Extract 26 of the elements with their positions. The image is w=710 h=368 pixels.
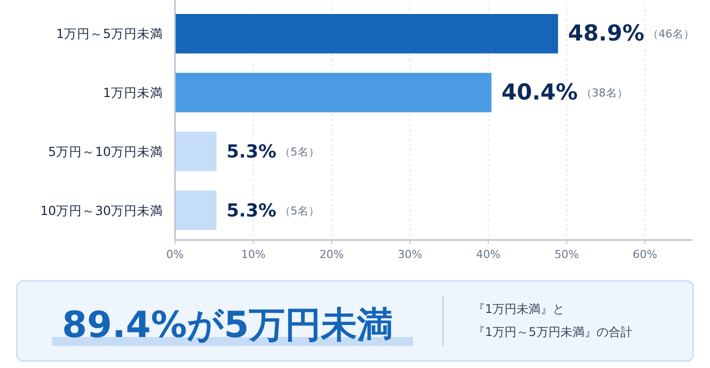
- x-tick-label: 0%: [166, 248, 184, 261]
- data-label: 40.4%: [501, 80, 578, 106]
- bar: [175, 132, 217, 172]
- x-tick-label: 60%: [632, 248, 658, 261]
- x-tick-label: 10%: [241, 248, 266, 261]
- data-label: 48.9%: [568, 21, 644, 46]
- bar: [175, 72, 492, 112]
- annotation: （5名）: [279, 144, 320, 158]
- x-tick-label: 50%: [554, 248, 579, 261]
- annotation: （46名）: [647, 27, 694, 40]
- data-label: 5.3%: [226, 200, 276, 221]
- y-tick-label: 10万円～30万円未満: [40, 202, 163, 218]
- x-tick-label: 30%: [398, 248, 422, 261]
- y-tick-label: 1万円～5万円未満: [56, 26, 163, 42]
- y-tick-label: 5万円～10万円未満: [48, 144, 163, 159]
- bar: [175, 190, 217, 230]
- annotation: （5名）: [279, 204, 320, 217]
- text: 『1万円未満』と: [473, 302, 565, 316]
- text: 89.4%が5万円未満: [62, 305, 393, 346]
- x-tick-label: 20%: [319, 248, 344, 261]
- y-tick-label: 1万円未満: [103, 85, 163, 100]
- data-label: 5.3%: [226, 140, 276, 162]
- text: 『1万円～5万円未満』の合計: [473, 325, 632, 339]
- bar: [175, 14, 558, 54]
- annotation: （38名）: [580, 86, 628, 100]
- x-tick-label: 40%: [476, 248, 501, 261]
